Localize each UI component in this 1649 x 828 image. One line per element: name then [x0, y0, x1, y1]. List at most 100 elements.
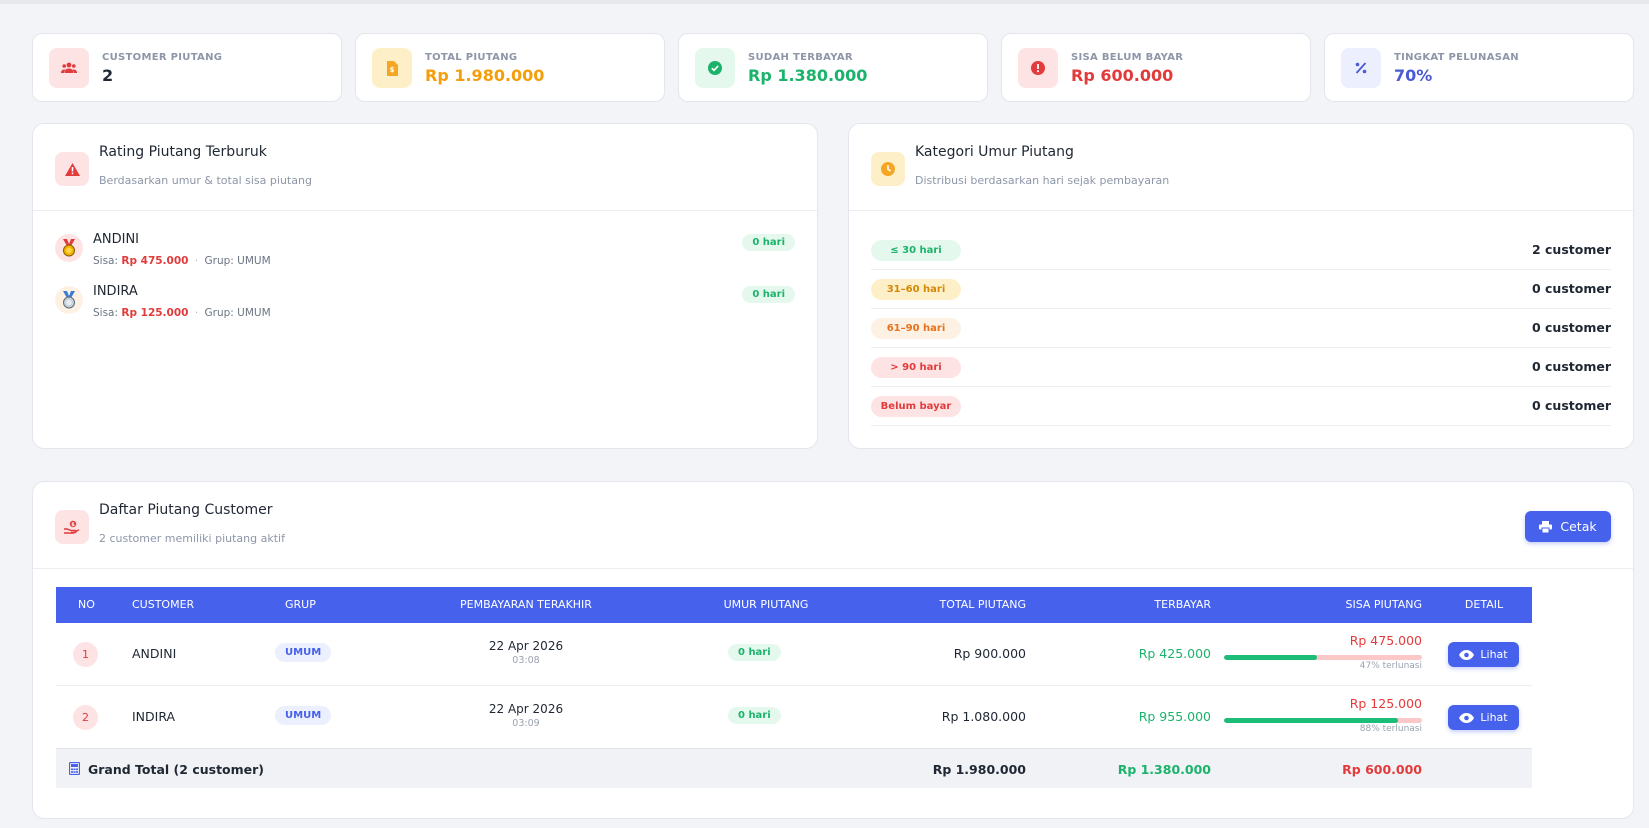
calculator-icon [69, 762, 80, 775]
payment-date: 22 Apr 2026 [488, 639, 564, 653]
percent-icon [1341, 48, 1381, 88]
row-number: 1 [73, 642, 98, 667]
grand-total-terbayar: Rp 1.380.000 [1117, 762, 1211, 777]
view-detail-button[interactable]: Lihat [1448, 642, 1519, 667]
age-category-badge: Belum bayar [871, 396, 961, 417]
kategori-title: Kategori Umur Piutang [915, 144, 1074, 160]
meta-separator: · [194, 307, 199, 319]
print-button[interactable]: Cetak [1525, 511, 1611, 542]
stat-label: TOTAL PIUTANG [425, 52, 518, 63]
grand-total-piutang: Rp 1.980.000 [932, 762, 1026, 777]
age-category-count: 0 customer [1531, 359, 1611, 374]
meta-separator: · [194, 255, 199, 267]
age-badge: 0 hari [742, 234, 795, 251]
stat-label: TINGKAT PELUNASAN [1394, 52, 1519, 63]
sisa-label: Sisa: [93, 307, 119, 319]
row-customer: ANDINI [132, 646, 177, 661]
eye-icon [1459, 712, 1475, 723]
view-detail-button[interactable]: Lihat [1448, 705, 1519, 730]
rating-name: ANDINI [93, 232, 140, 247]
view-detail-label: Lihat [1480, 648, 1508, 661]
silver-medal-icon [55, 286, 83, 314]
stat-value: 70% [1394, 66, 1433, 85]
grup-label: Grup: UMUM [204, 255, 271, 267]
stat-card-pelunasan: TINGKAT PELUNASAN 70% [1324, 33, 1634, 102]
sisa-amount: Rp 125.000 [121, 307, 189, 319]
stat-label: SUDAH TERBAYAR [748, 52, 853, 63]
age-badge: 0 hari [742, 286, 795, 303]
table-row: 2 INDIRA UMUM 22 Apr 2026 03:09 0 hari R… [56, 686, 1532, 749]
payment-progress-bar [1224, 655, 1422, 660]
col-customer: CUSTOMER [132, 598, 195, 611]
age-category-count: 0 customer [1531, 281, 1611, 296]
check-circle-icon [695, 48, 735, 88]
svg-text:$: $ [71, 522, 75, 528]
grand-total-sisa: Rp 600.000 [1342, 762, 1422, 777]
row-total: Rp 900.000 [953, 646, 1026, 661]
hand-money-icon: $ [55, 510, 89, 544]
row-terbayar: Rp 955.000 [1138, 709, 1211, 724]
col-pembayaran-terakhir: PEMBAYARAN TERAKHIR [460, 598, 592, 611]
age-category-badge: 61–90 hari [871, 318, 961, 339]
col-sisa-piutang: SISA PIUTANG [1345, 598, 1422, 611]
row-last-payment: 22 Apr 2026 03:08 [456, 639, 596, 666]
printer-icon [1539, 520, 1553, 533]
kategori-row: ≤ 30 hari 2 customer [871, 231, 1611, 270]
top-bar [0, 0, 1649, 4]
daftar-title: Daftar Piutang Customer [99, 502, 273, 518]
payment-progress-fill [1224, 655, 1318, 660]
rating-subtitle: Berdasarkan umur & total sisa piutang [99, 174, 312, 187]
row-sisa: Rp 125.000 [1349, 696, 1422, 711]
payment-time: 03:08 [512, 655, 540, 666]
daftar-panel: $ Daftar Piutang Customer 2 customer mem… [32, 481, 1634, 819]
col-no: NO [78, 598, 95, 611]
grand-total-label: Grand Total (2 customer) [88, 762, 265, 777]
rating-panel-header: Rating Piutang Terburuk Berdasarkan umur… [33, 124, 817, 211]
rating-item[interactable]: ANDINI Sisa: Rp 475.000 · Grup: UMUM 0 h… [55, 228, 795, 272]
stat-value: Rp 1.980.000 [425, 66, 545, 85]
stat-value: Rp 1.380.000 [748, 66, 868, 85]
col-umur-piutang: UMUR PIUTANG [723, 598, 809, 611]
age-badge: 0 hari [728, 707, 781, 724]
print-label: Cetak [1560, 519, 1597, 534]
stat-value: 2 [102, 66, 114, 85]
kategori-row: 61–90 hari 0 customer [871, 309, 1611, 348]
row-sisa: Rp 475.000 [1349, 633, 1422, 648]
payment-time: 03:09 [512, 718, 540, 729]
stat-card-sisa: SISA BELUM BAYAR Rp 600.000 [1001, 33, 1311, 102]
table-header: NO CUSTOMER GRUP PEMBAYARAN TERAKHIR UMU… [56, 587, 1532, 623]
row-last-payment: 22 Apr 2026 03:09 [456, 702, 596, 729]
rating-item[interactable]: INDIRA Sisa: Rp 125.000 · Grup: UMUM 0 h… [55, 280, 795, 324]
table-footer: Grand Total (2 customer) Rp 1.980.000 Rp… [56, 748, 1532, 788]
age-category-badge: 31–60 hari [871, 279, 961, 300]
daftar-panel-header: $ Daftar Piutang Customer 2 customer mem… [33, 482, 1633, 569]
row-total: Rp 1.080.000 [941, 709, 1026, 724]
rating-meta: Sisa: Rp 475.000 · Grup: UMUM [93, 255, 271, 267]
col-total-piutang: TOTAL PIUTANG [939, 598, 1026, 611]
stat-value: Rp 600.000 [1071, 66, 1174, 85]
svg-text:$: $ [390, 66, 395, 74]
age-category-count: 0 customer [1531, 398, 1611, 413]
stat-label: CUSTOMER PIUTANG [102, 52, 223, 63]
table-row: 1 ANDINI UMUM 22 Apr 2026 03:08 0 hari R… [56, 623, 1532, 686]
grup-label: Grup: UMUM [204, 307, 271, 319]
age-badge: 0 hari [728, 644, 781, 661]
age-category-badge: ≤ 30 hari [871, 240, 961, 261]
row-terbayar: Rp 425.000 [1138, 646, 1211, 661]
row-number: 2 [73, 705, 98, 730]
document-icon: $ [372, 48, 412, 88]
age-category-badge: > 90 hari [871, 357, 961, 378]
kategori-panel: Kategori Umur Piutang Distribusi berdasa… [848, 123, 1634, 449]
col-detail: DETAIL [1464, 598, 1504, 611]
col-terbayar: TERBAYAR [1154, 598, 1211, 611]
users-icon [49, 48, 89, 88]
kategori-row: 31–60 hari 0 customer [871, 270, 1611, 309]
stat-label: SISA BELUM BAYAR [1071, 52, 1184, 63]
gold-medal-icon [55, 234, 83, 262]
rating-title: Rating Piutang Terburuk [99, 144, 267, 160]
age-category-count: 2 customer [1531, 242, 1611, 257]
stat-card-terbayar: SUDAH TERBAYAR Rp 1.380.000 [678, 33, 988, 102]
col-grup: GRUP [285, 598, 316, 611]
paid-percent: 47% terlunasi [1359, 661, 1422, 671]
kategori-subtitle: Distribusi berdasarkan hari sejak pembay… [915, 174, 1170, 187]
